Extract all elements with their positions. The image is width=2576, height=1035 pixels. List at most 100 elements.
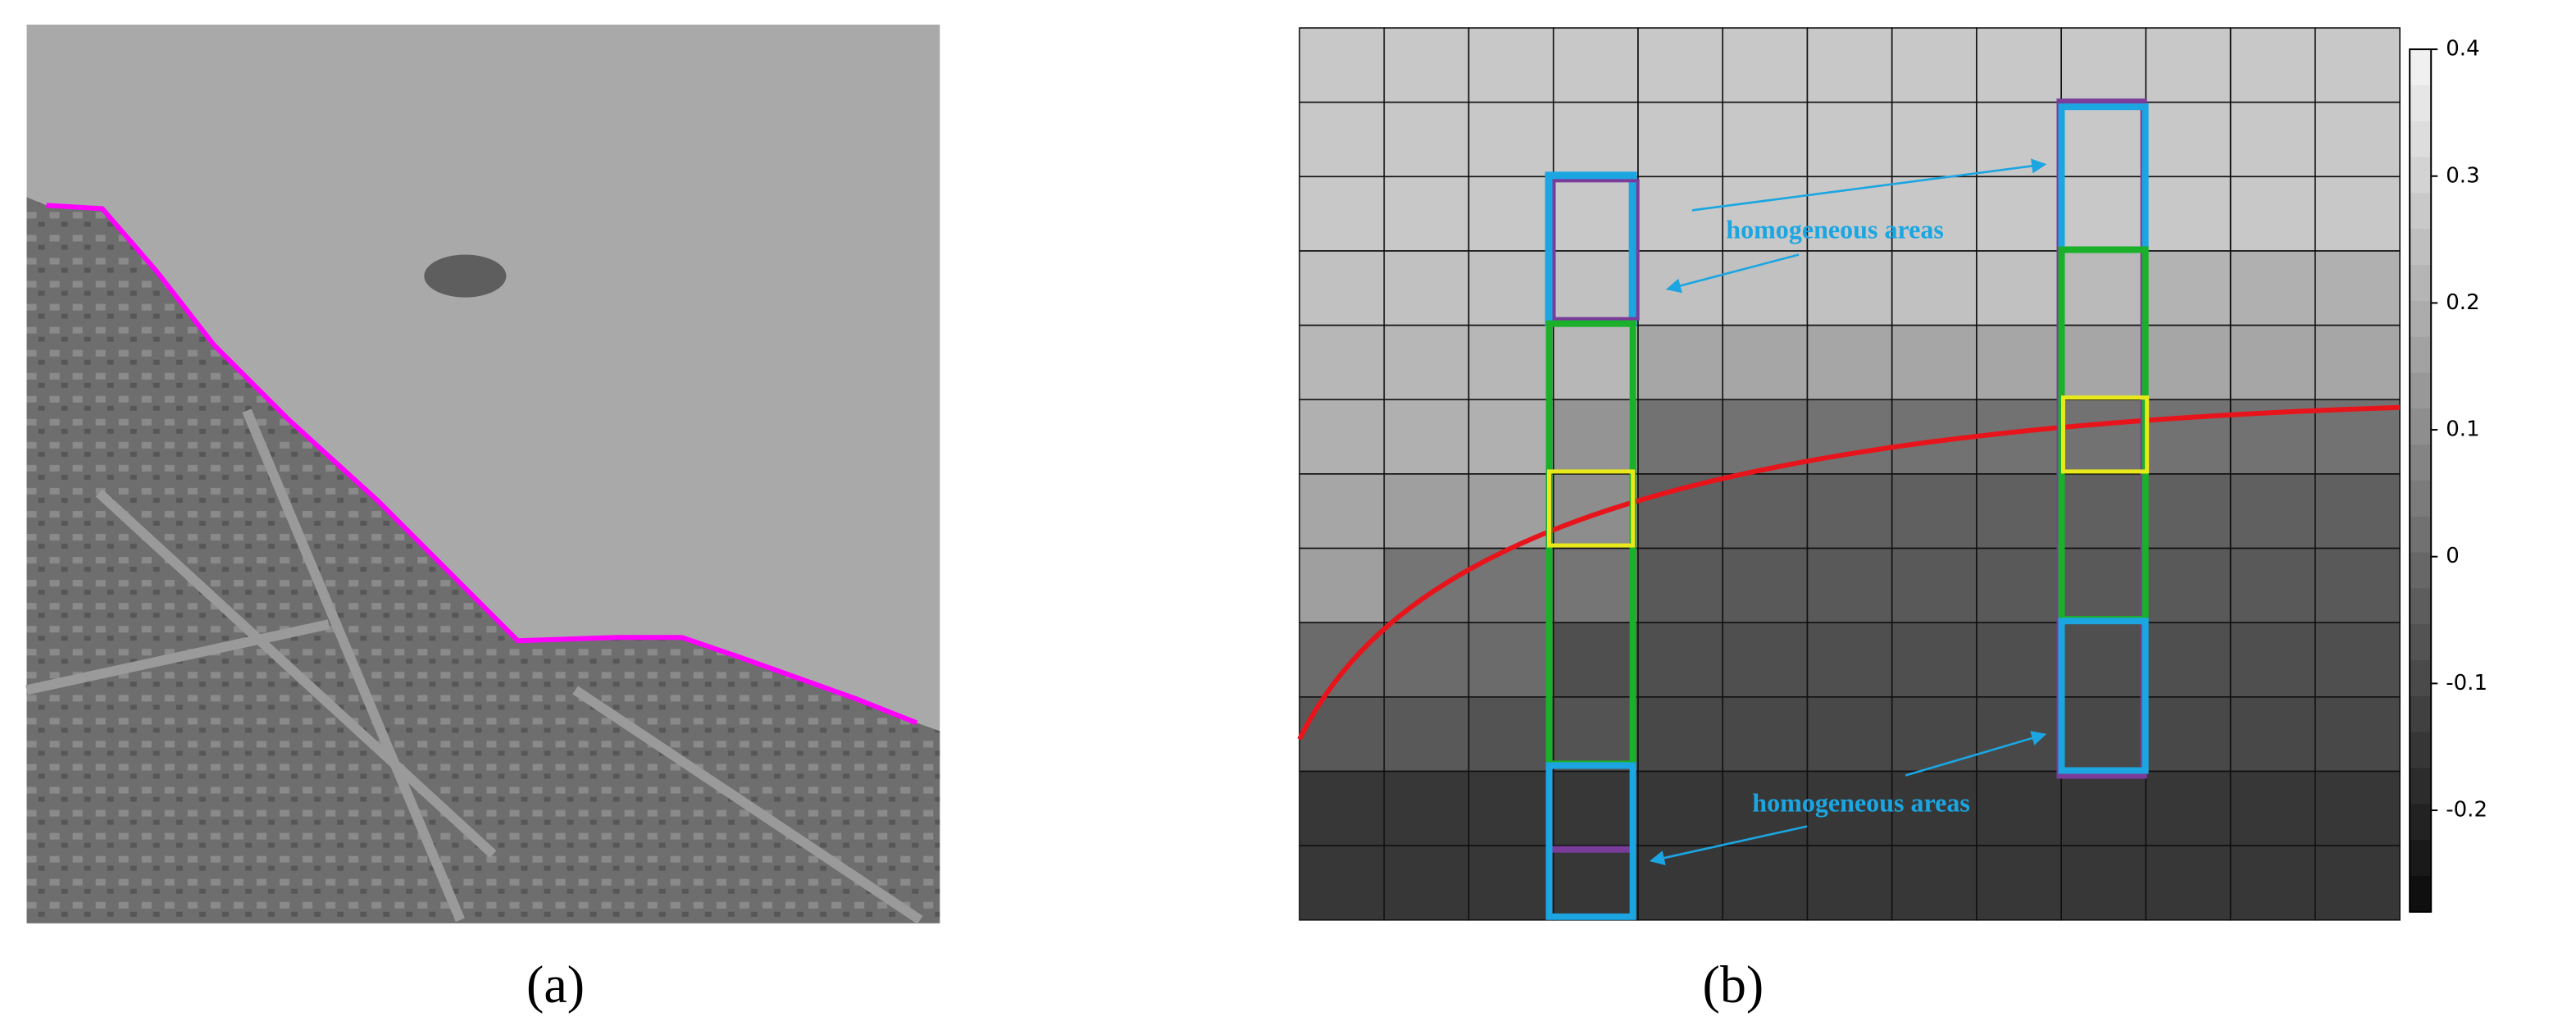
cell [2229,324,2316,401]
cell [2145,845,2232,921]
cell [2314,547,2401,624]
cell [1637,101,1724,178]
cell [1806,101,1893,178]
cell [1552,547,1639,624]
cell [1806,845,1893,921]
cell [1806,473,1893,549]
cell [1468,27,1554,103]
cell [2145,399,2232,475]
cell [2229,176,2316,252]
cell [1552,770,1639,846]
cell [2060,770,2147,846]
cell [1383,27,1470,103]
colorbar-step [2410,624,2432,662]
cell [1891,547,1978,624]
cell [1383,324,1470,401]
cell [1383,473,1470,549]
colorbar-step [2410,552,2432,590]
cell [1637,473,1724,549]
cell [1806,250,1893,326]
arrow [1905,731,2047,777]
colorbar-step [2410,49,2432,86]
cell [1891,250,1978,326]
colorbar-step [2410,372,2432,410]
cell [1299,176,1386,252]
cell [1891,696,1978,773]
cell [1806,696,1893,773]
cell [1299,696,1386,773]
cell [2060,399,2147,475]
cell [1637,547,1724,624]
cell [1806,399,1893,475]
cell [1722,101,1809,178]
colorbar-tick-label: -0.1 [2446,671,2487,695]
cell [1299,473,1386,549]
cell [1299,399,1386,475]
cell [2145,101,2232,178]
cell [2229,27,2316,103]
cell [1722,250,1809,326]
cell [1806,324,1893,401]
cell [2229,845,2316,921]
cell [1976,101,2062,178]
cell [1468,696,1554,773]
cell [1468,622,1554,698]
arrow [1691,158,2047,212]
cell [2145,770,2232,846]
cell [2060,845,2147,921]
cell [1552,27,1639,103]
panel-label: (b) [1702,955,1764,1014]
window-box [1552,179,1640,321]
cell [1722,324,1809,401]
cell [1299,324,1386,401]
cell [2314,473,2401,549]
cell [2229,101,2316,178]
colorbar-step [2410,768,2432,805]
cell [2145,324,2232,401]
panel-label: (a) [526,955,585,1014]
cell [1383,101,1470,178]
cell [1552,250,1639,326]
cell [1552,473,1639,549]
colorbar-step [2410,804,2432,841]
cell [1468,770,1554,846]
cell [1468,176,1554,252]
cell [1383,622,1470,698]
cell [2229,696,2316,773]
cell [1299,770,1386,846]
cell [1383,845,1470,921]
cell [1722,622,1809,698]
cell [1722,845,1809,921]
cell [2060,176,2147,252]
cell [2060,27,2147,103]
cell [1637,696,1724,773]
cell [1552,845,1639,921]
cell [1891,324,1978,401]
colorbar-step [2410,732,2432,769]
colorbar-step [2410,875,2432,913]
colorbar-step [2410,84,2432,122]
cell [2145,176,2232,252]
cell [1468,399,1554,475]
cell [1552,399,1639,475]
cell [1637,176,1724,252]
cell [1637,250,1724,326]
cell [1976,250,2062,326]
cell [1299,27,1386,103]
cell [2145,27,2232,103]
colorbar-tick-label: 0 [2446,544,2460,568]
cell [1976,547,2062,624]
colorbar-step [2410,408,2432,446]
cell [2145,473,2232,549]
cell [1637,27,1724,103]
window-box [2058,618,2149,774]
colorbar-step [2410,480,2432,518]
colorbar-step [2410,516,2432,554]
cell [1976,770,2062,846]
cell [1468,845,1554,921]
cell [2145,250,2232,326]
colorbar-step [2410,336,2432,374]
cell [1468,250,1554,326]
